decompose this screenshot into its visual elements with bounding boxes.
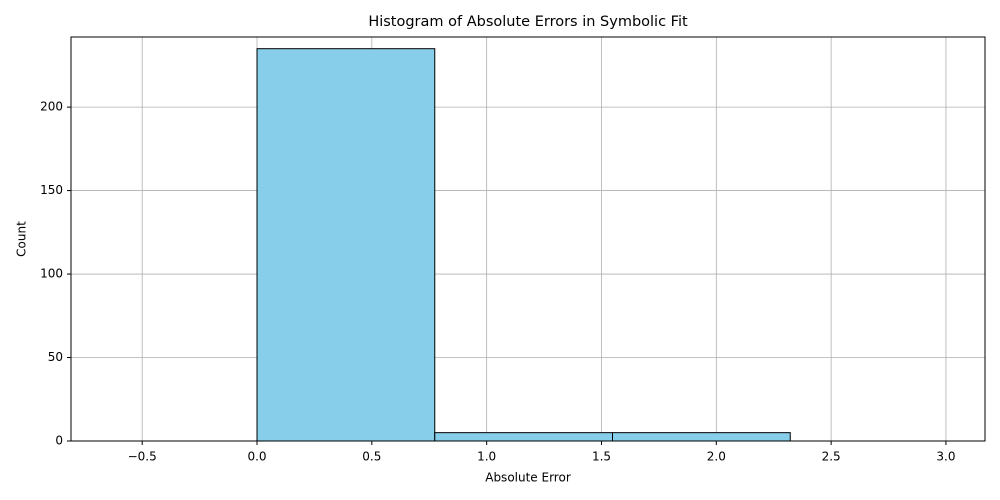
x-tick-label: −0.5 xyxy=(128,450,157,464)
bar xyxy=(612,432,791,442)
x-tick-label: 0.5 xyxy=(362,450,381,464)
y-axis-label: Count xyxy=(15,221,29,257)
y-tick-label: 150 xyxy=(40,183,63,197)
x-tick-label: 2.0 xyxy=(707,450,726,464)
y-tick-label: 200 xyxy=(40,100,63,114)
x-tick-label: 1.5 xyxy=(592,450,611,464)
x-tick-label: 0.0 xyxy=(247,450,266,464)
y-tick-label: 100 xyxy=(40,267,63,281)
x-axis-label: Absolute Error xyxy=(485,471,571,485)
y-tick-label: 50 xyxy=(48,350,63,364)
bar xyxy=(256,48,436,442)
chart-title: Histogram of Absolute Errors in Symbolic… xyxy=(368,14,688,30)
x-tick-label: 1.0 xyxy=(477,450,496,464)
x-tick-label: 2.5 xyxy=(822,450,841,464)
y-tick-label: 0 xyxy=(55,434,63,448)
x-tick-label: 3.0 xyxy=(936,450,955,464)
plot-frame xyxy=(70,36,986,442)
bar xyxy=(434,432,614,442)
